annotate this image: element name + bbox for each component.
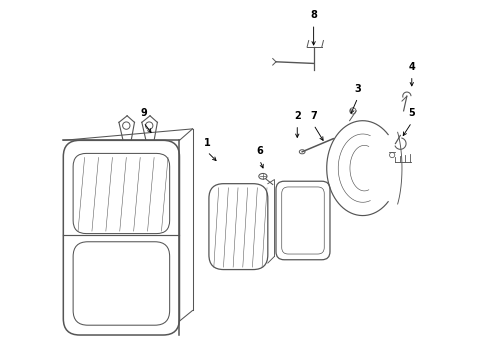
Text: 1: 1 <box>203 138 210 148</box>
Text: 4: 4 <box>407 62 414 72</box>
Text: 9: 9 <box>140 108 146 118</box>
Text: 2: 2 <box>293 111 300 121</box>
Text: 8: 8 <box>309 10 316 20</box>
Text: 7: 7 <box>309 111 316 121</box>
Text: 3: 3 <box>354 84 361 94</box>
Text: 5: 5 <box>407 108 414 118</box>
Text: 6: 6 <box>256 146 263 156</box>
